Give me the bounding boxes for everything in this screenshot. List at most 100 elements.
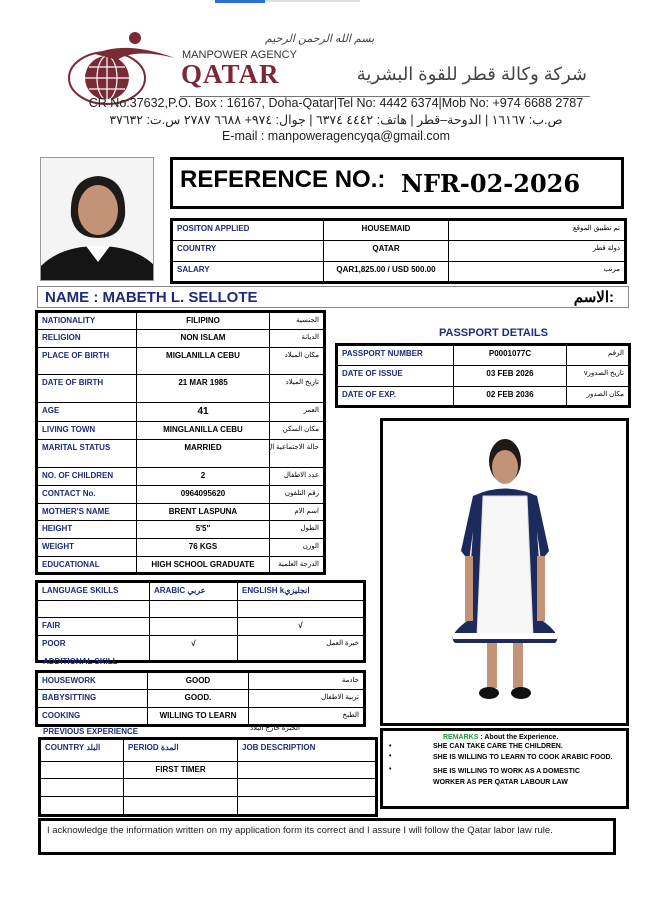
table-cell: POSITON APPLIED <box>171 219 324 241</box>
table-row <box>39 796 377 816</box>
agency-logo <box>65 30 177 108</box>
table-cell: POOR <box>36 635 150 662</box>
table-cell: ARABIC عربي <box>149 581 238 601</box>
table-cell: عدد الاطفال <box>269 467 325 486</box>
table-cell: CONTACT No. <box>36 485 137 504</box>
table-row: BABYSITTING GOOD. تربية الاطفال <box>36 689 365 708</box>
table-row <box>36 600 365 618</box>
table-cell: HEIGHT <box>36 520 137 539</box>
acknowledgement-text: I acknowledge the information written on… <box>47 825 553 836</box>
table-cell: NO. OF CHILDREN <box>36 467 137 486</box>
table-row: COOKING WILLING TO LEARN الطبخ <box>36 707 365 726</box>
table-cell: FIRST TIMER <box>123 761 238 779</box>
additional-skill-title: ADDITIONAL SKILL <box>43 657 118 666</box>
experience-table: COUNTRY البلد PERIOD المدة JOB DESCRIPTION… <box>38 737 378 817</box>
remarks-list: • SHE CAN TAKE CARE THE CHILDREN. • SHE IS… <box>389 743 625 788</box>
table-cell: GOOD <box>147 671 249 690</box>
table-cell: FAIR <box>36 617 150 636</box>
language-skills-table: LANGUAGE SKILLS ARABIC عربي ENGLISH kانجلي… <box>35 580 366 663</box>
table-cell: 03 FEB 2026 <box>453 365 567 387</box>
table-row: NATIONALITY FILIPINO الجنسية <box>36 311 325 330</box>
table-cell: حالة الاجتماعية ال <box>269 439 325 468</box>
table-row: NO. OF CHILDREN 2 عدد الاطفال <box>36 467 325 486</box>
table-cell <box>237 778 377 797</box>
table-cell: HOUSEWORK <box>36 671 148 690</box>
remarks-box: REMARKS : About the Experience. • SHE CAN… <box>380 728 629 809</box>
table-cell: الجنسية <box>269 311 325 330</box>
table-cell: مرتب <box>448 261 626 283</box>
remarks-heading: REMARKS : About the Experience. <box>443 734 558 741</box>
reference-number: NFR-02-2026 <box>401 169 581 198</box>
table-cell: √ <box>149 635 238 662</box>
table-cell: الوزن <box>269 538 325 557</box>
table-cell: SALARY <box>171 261 324 283</box>
table-cell: تاريخ الصدورv <box>566 365 630 387</box>
name-arabic: الاسم: <box>573 289 614 306</box>
table-cell: AGE <box>36 402 137 422</box>
table-cell <box>149 600 238 618</box>
table-cell: خادمة <box>248 671 365 690</box>
table-row: DATE OF ISSUE 03 FEB 2026 تاريخ الصدورv <box>336 365 630 387</box>
full-body-photo <box>380 418 629 726</box>
table-row: RELIGION NON ISLAM الديانة <box>36 329 325 348</box>
table-cell: COOKING <box>36 707 148 726</box>
table-cell: QATAR <box>323 240 449 262</box>
table-cell: BRENT LASPUNA <box>136 503 270 521</box>
table-cell: MARRIED <box>136 439 270 468</box>
table-cell: P0001077C <box>453 344 567 366</box>
table-row: POSITON APPLIED HOUSEMAID تم تطبيق الموقع <box>171 219 626 241</box>
table-cell: LANGUAGE SKILLS <box>36 581 150 601</box>
table-cell: NATIONALITY <box>36 311 137 330</box>
table-cell: FILIPINO <box>136 311 270 330</box>
experience-arabic: الخبرة خارج البلاد <box>250 725 300 732</box>
table-row: LANGUAGE SKILLS ARABIC عربي ENGLISH kانجلي… <box>36 581 365 601</box>
table-cell: MINGLANILLA CEBU <box>136 421 270 440</box>
brand-arabic: شركة وكالة قطر للقوة البشرية <box>356 64 587 84</box>
table-cell: مكان السكن <box>269 421 325 440</box>
table-row: EDUCATIONAL HIGH SCHOOL GRADUATE الدرجة ال… <box>36 556 325 574</box>
table-cell: HIGH SCHOOL GRADUATE <box>136 556 270 574</box>
table-cell: الديانة <box>269 329 325 348</box>
table-cell: ENGLISH kانجليزي <box>237 581 365 601</box>
table-cell: DATE OF EXP. <box>336 386 454 407</box>
table-cell: WILLING TO LEARN <box>147 707 249 726</box>
table-cell: MARITAL STATUS <box>36 439 137 468</box>
table-cell: MOTHER'S NAME <box>36 503 137 521</box>
table-cell: تربية الاطفال <box>248 689 365 708</box>
table-row: AGE 41 العمر <box>36 402 325 422</box>
reference-label: REFERENCE NO.: <box>180 166 386 193</box>
table-cell <box>149 617 238 636</box>
table-cell: 0964095620 <box>136 485 270 504</box>
table-cell: 2 <box>136 467 270 486</box>
table-cell: 76 KGS <box>136 538 270 557</box>
reference-box: REFERENCE NO.: NFR-02-2026 <box>170 157 624 209</box>
contact-english: CR No:37632,P.O. Box : 16167, Doha-Qatar… <box>88 96 584 110</box>
table-cell: QAR1,825.00 / USD 500.00 <box>323 261 449 283</box>
table-cell <box>237 796 377 816</box>
bismillah: بسم الله الرحمن الرحيم <box>265 33 375 45</box>
table-cell: مكان الميلاد <box>269 347 325 375</box>
header-divider <box>180 96 590 97</box>
table-cell <box>39 796 124 816</box>
table-cell: الطبخ <box>248 707 365 726</box>
table-cell: BABYSITTING <box>36 689 148 708</box>
table-cell: JOB DESCRIPTION <box>237 738 377 762</box>
table-row: DATE OF EXP. 02 FEB 2036 مكان الصدور <box>336 386 630 407</box>
table-cell: HOUSEMAID <box>323 219 449 241</box>
table-cell: GOOD. <box>147 689 249 708</box>
table-cell: الدرجة العلمية <box>269 556 325 574</box>
remarks-subheading: : About the Experience. <box>480 734 559 741</box>
table-cell: مكان الصدور <box>566 386 630 407</box>
table-cell: 41 <box>136 402 270 422</box>
table-cell <box>237 600 365 618</box>
table-cell: الرقم <box>566 344 630 366</box>
table-row: LIVING TOWN MINGLANILLA CEBU مكان السكن <box>36 421 325 440</box>
table-cell: 02 FEB 2036 <box>453 386 567 407</box>
table-row: POOR √ خبرة العمل <box>36 635 365 662</box>
table-cell: رقم التلفون <box>269 485 325 504</box>
top-bar-line <box>265 0 360 2</box>
table-cell: تم تطبيق الموقع <box>448 219 626 241</box>
table-row: COUNTRY البلد PERIOD المدة JOB DESCRIPTION <box>39 738 377 762</box>
table-cell: LIVING TOWN <box>36 421 137 440</box>
table-cell: DATE OF BIRTH <box>36 374 137 403</box>
